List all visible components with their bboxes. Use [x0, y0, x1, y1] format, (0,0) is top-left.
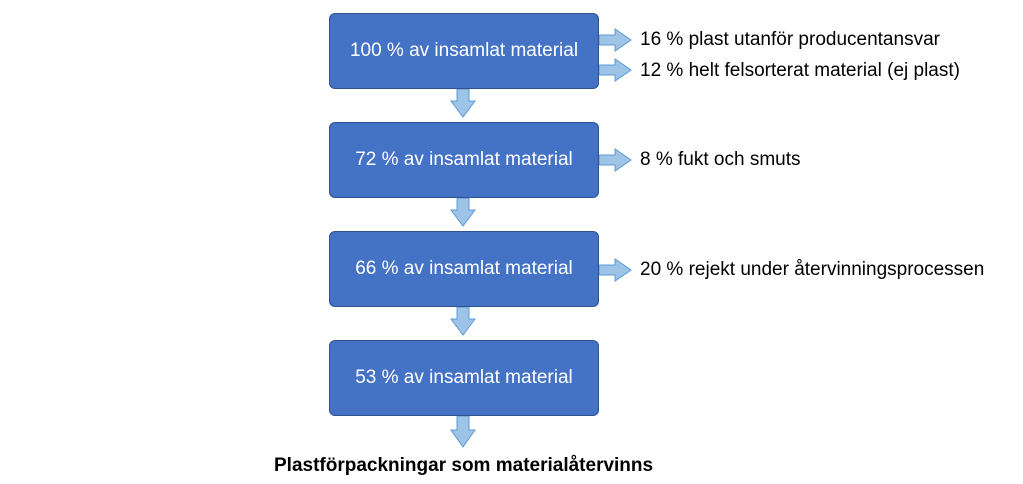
stage-box-72: 72 % av insamlat material: [329, 122, 599, 198]
stage-label-100: 100 % av insamlat material: [349, 40, 579, 61]
stage-label-66: 66 % av insamlat material: [355, 258, 573, 279]
loss-label-plast-utanfor: 16 % plast utanför producentansvar: [640, 29, 940, 50]
stage-box-66: 66 % av insamlat material: [329, 231, 599, 307]
stage-label-53: 53 % av insamlat material: [355, 367, 573, 388]
down-arrow-2: [450, 197, 476, 227]
right-arrow-4: [598, 258, 632, 282]
down-arrow-1: [450, 88, 476, 118]
down-arrow-4: [450, 415, 476, 448]
output-label: Plastförpackningar som materialåtervinns: [274, 455, 654, 476]
down-arrow-3: [450, 306, 476, 336]
stage-box-100: 100 % av insamlat material: [329, 13, 599, 89]
right-arrow-1: [598, 28, 632, 52]
loss-label-felsorterat: 12 % helt felsorterat material (ej plast…: [640, 60, 960, 81]
stage-label-72: 72 % av insamlat material: [355, 149, 573, 170]
stage-box-53: 53 % av insamlat material: [329, 340, 599, 416]
right-arrow-2: [598, 58, 632, 82]
loss-label-fukt-smuts: 8 % fukt och smuts: [640, 149, 801, 170]
right-arrow-3: [598, 148, 632, 172]
loss-label-rejekt: 20 % rejekt under återvinningsprocessen: [640, 259, 985, 280]
